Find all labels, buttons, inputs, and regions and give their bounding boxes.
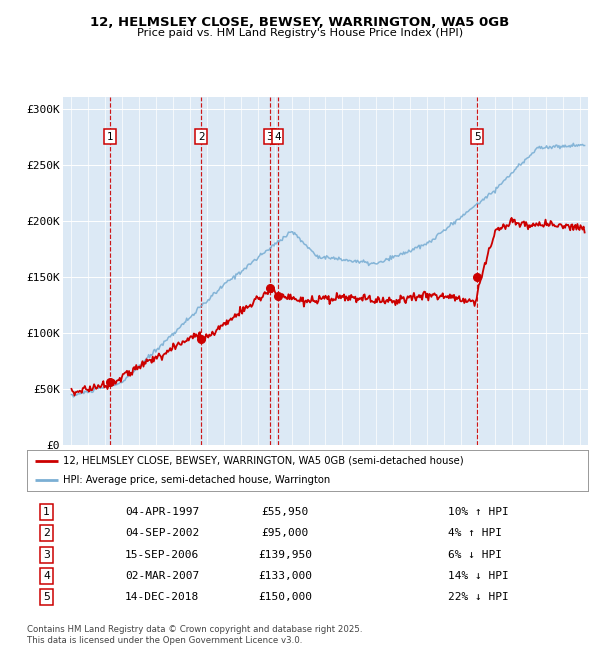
- Text: 5: 5: [474, 132, 481, 142]
- Text: 15-SEP-2006: 15-SEP-2006: [125, 550, 199, 560]
- Text: 3: 3: [43, 550, 50, 560]
- Text: 5: 5: [43, 592, 50, 602]
- Text: Contains HM Land Registry data © Crown copyright and database right 2025.
This d: Contains HM Land Registry data © Crown c…: [27, 625, 362, 645]
- Text: £139,950: £139,950: [258, 550, 312, 560]
- Text: Price paid vs. HM Land Registry's House Price Index (HPI): Price paid vs. HM Land Registry's House …: [137, 28, 463, 38]
- Text: £55,950: £55,950: [262, 507, 308, 517]
- Text: 04-SEP-2002: 04-SEP-2002: [125, 528, 199, 538]
- Text: 14-DEC-2018: 14-DEC-2018: [125, 592, 199, 602]
- Text: HPI: Average price, semi-detached house, Warrington: HPI: Average price, semi-detached house,…: [64, 475, 331, 486]
- Text: 04-APR-1997: 04-APR-1997: [125, 507, 199, 517]
- Text: 6% ↓ HPI: 6% ↓ HPI: [448, 550, 502, 560]
- Text: 14% ↓ HPI: 14% ↓ HPI: [448, 571, 509, 581]
- Text: 22% ↓ HPI: 22% ↓ HPI: [448, 592, 509, 602]
- Text: 1: 1: [43, 507, 50, 517]
- Text: 3: 3: [266, 132, 273, 142]
- Text: 4% ↑ HPI: 4% ↑ HPI: [448, 528, 502, 538]
- Text: £95,000: £95,000: [262, 528, 308, 538]
- Text: 4: 4: [274, 132, 281, 142]
- Text: 12, HELMSLEY CLOSE, BEWSEY, WARRINGTON, WA5 0GB (semi-detached house): 12, HELMSLEY CLOSE, BEWSEY, WARRINGTON, …: [64, 456, 464, 466]
- Text: 10% ↑ HPI: 10% ↑ HPI: [448, 507, 509, 517]
- Text: £133,000: £133,000: [258, 571, 312, 581]
- Text: 02-MAR-2007: 02-MAR-2007: [125, 571, 199, 581]
- Text: 2: 2: [43, 528, 50, 538]
- Text: 2: 2: [198, 132, 205, 142]
- Text: 4: 4: [43, 571, 50, 581]
- Text: £150,000: £150,000: [258, 592, 312, 602]
- Text: 1: 1: [106, 132, 113, 142]
- Text: 12, HELMSLEY CLOSE, BEWSEY, WARRINGTON, WA5 0GB: 12, HELMSLEY CLOSE, BEWSEY, WARRINGTON, …: [91, 16, 509, 29]
